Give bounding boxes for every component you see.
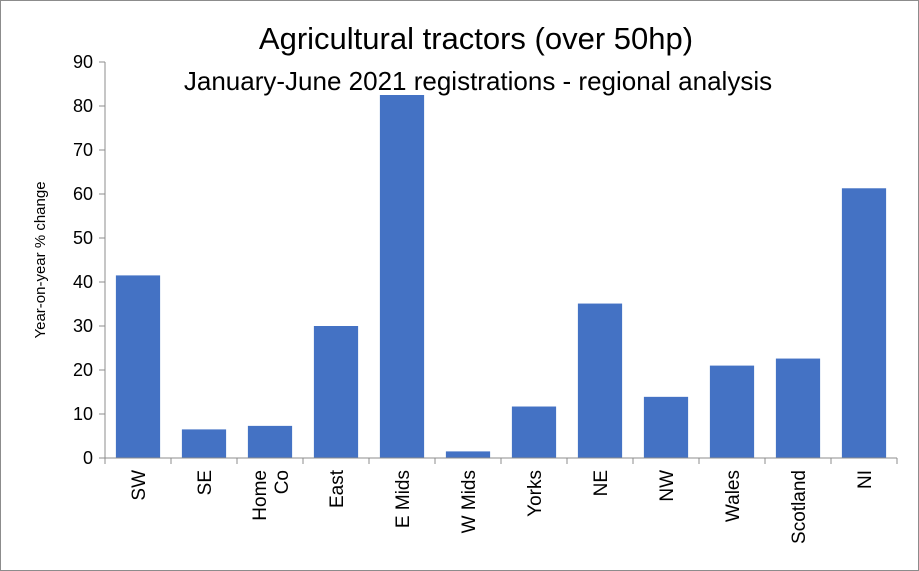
x-category-label: Co: [272, 470, 293, 494]
x-category-label: SW: [129, 470, 150, 501]
x-category-label: W Mids: [459, 470, 480, 533]
bars-group: [115, 95, 887, 458]
bar: [313, 326, 359, 458]
y-axis-ticks: 0 10 20 30 40 50 60 70 80 90: [73, 52, 105, 468]
x-category-label: East: [327, 469, 348, 508]
y-tick-label: 20: [73, 360, 93, 380]
bar: [643, 396, 689, 458]
y-tick-label: 60: [73, 184, 93, 204]
x-axis-ticks: [104, 458, 898, 464]
x-category-label: Yorks: [525, 470, 546, 517]
y-tick-label: 50: [73, 228, 93, 248]
x-axis-category-labels: SW SE Home Co East E Mids W Mids Yorks NE NW Wales…: [129, 469, 876, 544]
x-category-label: NE: [591, 470, 612, 496]
x-category-label: NI: [855, 470, 876, 489]
bar: [115, 275, 161, 458]
y-tick-label: 40: [73, 272, 93, 292]
chart-title: Agricultural tractors (over 50hp): [259, 21, 693, 56]
bar: [511, 406, 557, 458]
chart-subtitle: January-June 2021 registrations - region…: [184, 66, 772, 96]
x-category-label: Home: [250, 470, 271, 521]
y-tick-label: 30: [73, 316, 93, 336]
x-category-label: SE: [195, 470, 216, 495]
bar: [775, 358, 821, 458]
x-category-label: Scotland: [789, 470, 810, 544]
x-category-label: NW: [657, 470, 678, 502]
y-tick-label: 70: [73, 140, 93, 160]
y-axis-label: Year-on-year % change: [32, 181, 49, 338]
bar: [445, 451, 491, 458]
bar: [577, 303, 623, 458]
bar: [841, 188, 887, 458]
x-category-label: E Mids: [393, 470, 414, 528]
x-category-label: Wales: [723, 470, 744, 522]
bar: [247, 425, 293, 458]
bar: [709, 365, 755, 458]
bar: [379, 95, 425, 458]
y-tick-label: 10: [73, 404, 93, 424]
y-tick-label: 90: [73, 52, 93, 72]
y-tick-label: 0: [83, 448, 93, 468]
bar: [181, 429, 227, 458]
y-tick-label: 80: [73, 96, 93, 116]
